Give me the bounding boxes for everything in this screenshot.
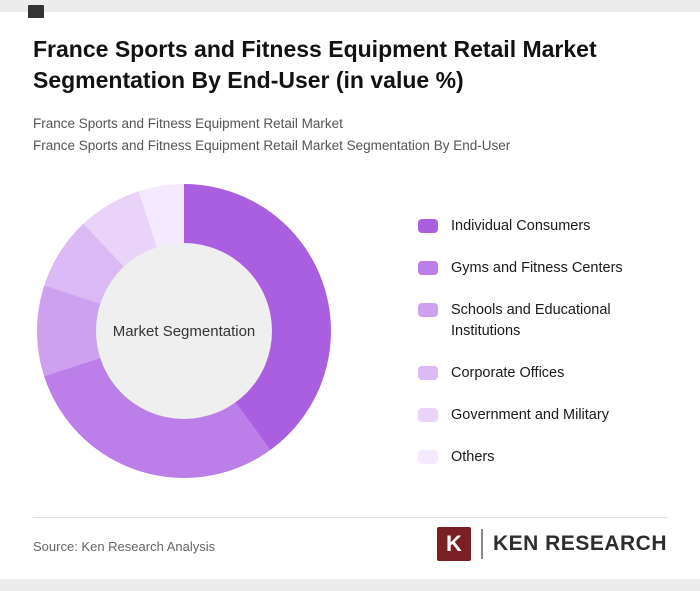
legend-item: Government and Military	[418, 405, 663, 426]
legend-label: Corporate Offices	[451, 365, 565, 382]
legend-item: Others	[418, 447, 663, 468]
subtitle-line-2: France Sports and Fitness Equipment Reta…	[33, 137, 511, 153]
logo-k-icon: K	[436, 527, 471, 561]
legend-label: Government and Military	[451, 407, 609, 424]
legend-label: Gyms and Fitness Centers	[451, 260, 623, 277]
subtitle-line-1: France Sports and Fitness Equipment Reta…	[33, 116, 343, 131]
logo-divider	[480, 529, 483, 559]
donut-chart: Market Segmentation	[37, 184, 331, 478]
donut-center: Market Segmentation	[96, 243, 272, 419]
legend-item: Individual Consumers	[418, 216, 663, 237]
legend-swatch-icon	[418, 261, 438, 276]
legend-label: Schools and Educational Institutions	[451, 302, 611, 340]
bottom-edge-strip	[0, 579, 700, 591]
legend-swatch-icon	[418, 366, 438, 381]
legend-item: Gyms and Fitness Centers	[418, 258, 663, 279]
donut-center-label: Market Segmentation	[112, 322, 256, 340]
legend-swatch-icon	[418, 219, 438, 233]
page-title: France Sports and Fitness Equipment Reta…	[33, 36, 597, 94]
legend-swatch-icon	[418, 450, 438, 465]
legend-item: Corporate Offices	[418, 363, 663, 384]
legend-label: Others	[451, 449, 495, 466]
legend-swatch-icon	[418, 303, 438, 318]
legend: Individual Consumers Gyms and Fitness Ce…	[418, 216, 663, 468]
subtitle-block: France Sports and Fitness Equipment Reta…	[33, 113, 663, 156]
legend-swatch-icon	[418, 408, 438, 423]
logo-brand-text: KEN RESEARCH	[492, 532, 667, 555]
source-note: Source: Ken Research Analysis	[33, 539, 216, 554]
corner-marker	[28, 5, 44, 18]
top-edge-strip	[0, 0, 700, 12]
legend-item: Schools and Educational Institutions	[418, 300, 663, 342]
legend-label: Individual Consumers	[451, 218, 591, 234]
ken-research-logo: K KEN RESEARCH	[436, 527, 667, 561]
footer-divider	[33, 517, 667, 518]
